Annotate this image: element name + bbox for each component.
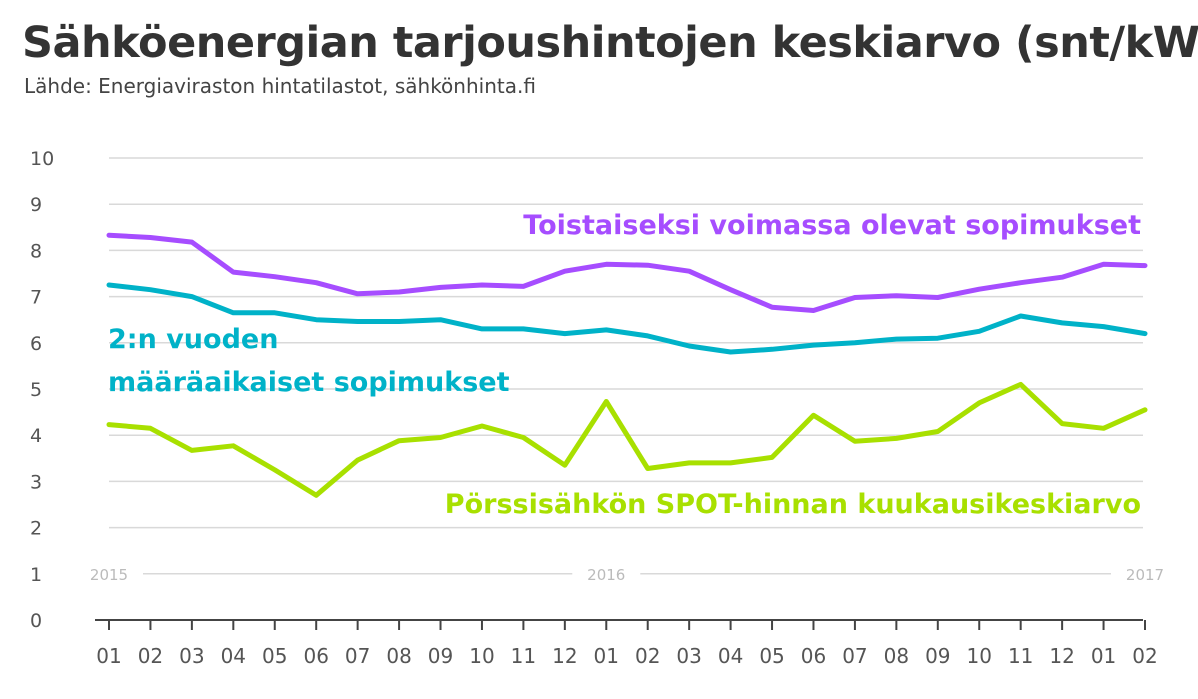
x-tick-label: 06 xyxy=(303,644,328,668)
year-label: 2017 xyxy=(1126,566,1164,584)
x-tick-label: 03 xyxy=(179,644,204,668)
x-tick-label: 07 xyxy=(842,644,867,668)
x-tick-label: 01 xyxy=(1091,644,1116,668)
x-tick-label: 04 xyxy=(221,644,246,668)
x-tick-label: 01 xyxy=(594,644,619,668)
x-tick-label: 08 xyxy=(386,644,411,668)
year-markers: 2015 2016 2017 xyxy=(90,566,1164,584)
y-tick-label: 7 xyxy=(30,287,42,309)
series-label: määräaikaiset sopimukset xyxy=(108,367,510,398)
year-label: 2016 xyxy=(587,566,625,584)
x-tick-label: 08 xyxy=(884,644,909,668)
y-tick-label: 0 xyxy=(30,610,42,632)
x-tick-label: 09 xyxy=(428,644,453,668)
x-tick-label: 01 xyxy=(96,644,121,668)
x-tick-label: 09 xyxy=(925,644,950,668)
series-label: Pörssisähkön SPOT-hinnan kuukausikeskiar… xyxy=(445,489,1141,520)
y-tick-label: 10 xyxy=(30,148,54,170)
y-tick-label: 1 xyxy=(30,564,42,586)
y-tick-label: 6 xyxy=(30,333,42,355)
series-line xyxy=(106,381,1148,498)
year-label: 2015 xyxy=(90,566,128,584)
x-tick-label: 04 xyxy=(718,644,743,668)
y-tick-label: 3 xyxy=(30,471,42,493)
x-tick-label: 12 xyxy=(552,644,577,668)
y-tick-label: 4 xyxy=(30,425,42,447)
y-tick-label: 8 xyxy=(30,240,42,262)
y-tick-label: 2 xyxy=(30,518,42,540)
series-label: Toistaiseksi voimassa olevat sopimukset xyxy=(523,210,1141,241)
x-tick-label: 10 xyxy=(469,644,494,668)
x-tick-label: 05 xyxy=(759,644,784,668)
x-tick-label: 07 xyxy=(345,644,370,668)
x-tick-label: 03 xyxy=(676,644,701,668)
x-tick-label: 02 xyxy=(1132,644,1157,668)
x-tick-label: 10 xyxy=(967,644,992,668)
series-line xyxy=(106,282,1148,355)
series-labels: Toistaiseksi voimassa olevat sopimukset 2… xyxy=(108,210,1141,520)
y-axis-ticks: 0 1 2 3 4 5 6 7 8 9 10 xyxy=(30,148,54,632)
x-tick-label: 02 xyxy=(138,644,163,668)
chart-title: Sähköenergian tarjoushintojen keskiarvo … xyxy=(22,18,1198,68)
x-tick-label: 12 xyxy=(1049,644,1074,668)
x-tick-label: 11 xyxy=(1008,644,1033,668)
grid-lines xyxy=(109,157,1143,575)
chart-subtitle: Lähde: Energiaviraston hintatilastot, sä… xyxy=(24,74,536,98)
x-tick-label: 06 xyxy=(801,644,826,668)
series-label: 2:n vuoden xyxy=(108,324,278,355)
x-tick-label: 02 xyxy=(635,644,660,668)
y-tick-label: 5 xyxy=(30,379,42,401)
x-axis: 01 02 03 04 05 06 07 08 09 10 11 12 01 02 03 04 05 06 07 08… xyxy=(95,619,1158,668)
series-lines xyxy=(106,232,1148,498)
x-tick-label: 11 xyxy=(511,644,536,668)
y-tick-label: 9 xyxy=(30,194,42,216)
x-tick-label: 05 xyxy=(262,644,287,668)
series-line xyxy=(106,232,1148,313)
